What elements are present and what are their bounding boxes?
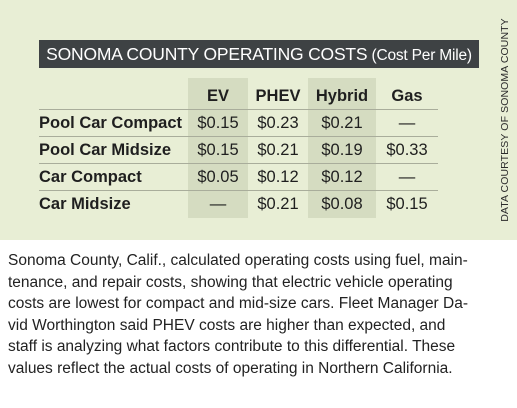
table-cell: $0.33 bbox=[376, 137, 438, 164]
table-cell: $0.15 bbox=[386, 195, 428, 213]
table-title: SONOMA COUNTY OPERATING COSTS bbox=[46, 44, 368, 64]
table-cell: $0.21 bbox=[257, 195, 299, 213]
caption-text: Sonoma County, Calif., calculated operat… bbox=[8, 252, 469, 377]
column-header-gas: Gas bbox=[376, 78, 438, 110]
row-label-car-midsize: Car Midsize bbox=[39, 195, 131, 213]
table-cell: $0.05 bbox=[188, 164, 248, 191]
table-cell: $0.08 bbox=[308, 191, 376, 218]
table-cell: $0.23 bbox=[248, 110, 308, 137]
cost-table: EV PHEV Hybrid Gas Pool Car Compact $0.1… bbox=[39, 78, 438, 218]
table-subtitle: (Cost Per Mile) bbox=[367, 47, 472, 64]
column-header-phev: PHEV bbox=[248, 78, 308, 110]
column-header-blank bbox=[39, 78, 188, 110]
column-header-hybrid: Hybrid bbox=[308, 78, 376, 110]
row-label-pool-car-compact: Pool Car Compact bbox=[39, 110, 188, 137]
table-cell: — bbox=[188, 191, 248, 218]
table-cell: — bbox=[376, 164, 438, 191]
table-cell: $0.15 bbox=[188, 137, 248, 164]
table-cell: $0.12 bbox=[248, 164, 308, 191]
column-header-ev: EV bbox=[188, 78, 248, 110]
row-label-car-compact: Car Compact bbox=[39, 164, 188, 191]
table-cell: $0.12 bbox=[308, 164, 376, 191]
table-cell: $0.15 bbox=[188, 110, 248, 137]
table-title-bar: SONOMA COUNTY OPERATING COSTS (Cost Per … bbox=[39, 40, 479, 68]
table-cell: $0.21 bbox=[308, 110, 376, 137]
table-cell: $0.21 bbox=[248, 137, 308, 164]
row-label-pool-car-midsize: Pool Car Midsize bbox=[39, 137, 188, 164]
table-panel: SONOMA COUNTY OPERATING COSTS (Cost Per … bbox=[0, 0, 517, 240]
table-cell: — bbox=[376, 110, 438, 137]
data-credit: DATA COURTESY OF SONOMA COUNTY bbox=[499, 18, 511, 222]
table-cell: $0.19 bbox=[308, 137, 376, 164]
